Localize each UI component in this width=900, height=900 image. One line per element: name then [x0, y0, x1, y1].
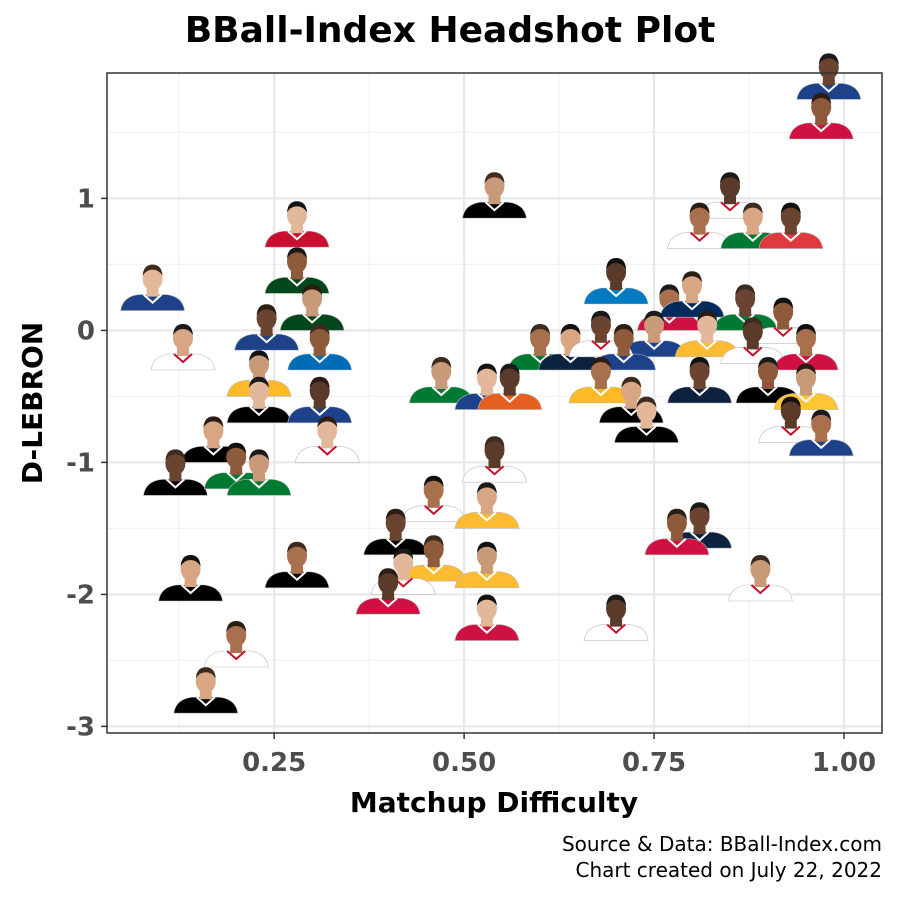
data-point-headshot — [226, 449, 292, 496]
data-point-headshot — [120, 264, 185, 311]
data-point-headshot — [644, 508, 710, 556]
data-point-headshot — [401, 475, 467, 523]
data-point-headshot — [264, 541, 330, 589]
data-point-headshot — [203, 621, 269, 668]
x-tick-label: 0.25 — [242, 748, 306, 778]
data-point-headshot — [454, 594, 520, 641]
data-point-headshot — [173, 667, 239, 714]
data-point-headshot — [158, 555, 223, 602]
data-point-headshot — [234, 304, 299, 351]
data-point-headshot — [454, 541, 520, 589]
data-point-headshot — [583, 594, 649, 641]
data-point-headshot — [408, 357, 474, 404]
data-point-headshot — [667, 357, 732, 404]
x-tick-label: 0.50 — [432, 748, 496, 778]
data-point-headshot — [355, 568, 421, 615]
x-axis-title: Matchup Difficulty — [350, 786, 638, 819]
data-point-headshot — [150, 324, 216, 371]
chart-title: BBall-Index Headshot Plot — [184, 10, 716, 51]
data-point-headshot — [363, 508, 429, 556]
data-point-headshot — [728, 555, 793, 602]
points-layer — [120, 53, 862, 714]
data-point-headshot — [462, 172, 527, 219]
data-point-headshot — [287, 324, 353, 371]
x-tick-label: 1.00 — [812, 748, 876, 778]
y-tick-label: -2 — [66, 580, 95, 610]
data-point-headshot — [614, 396, 679, 443]
data-point-headshot — [462, 436, 527, 483]
data-point-headshot — [264, 201, 330, 248]
data-point-headshot — [143, 449, 208, 496]
data-point-headshot — [226, 376, 292, 424]
data-point-headshot — [583, 258, 649, 305]
data-point-headshot — [674, 310, 740, 358]
data-point-headshot — [568, 357, 634, 404]
data-point-headshot — [287, 376, 353, 424]
data-point-headshot — [788, 93, 854, 140]
y-tick-label: 1 — [77, 184, 95, 214]
data-point-headshot — [621, 310, 687, 358]
data-point-headshot — [454, 482, 520, 529]
y-tick-label: -1 — [66, 448, 95, 478]
x-axis: 0.25 0.50 0.75 1.00 — [242, 733, 876, 778]
data-point-headshot — [659, 271, 725, 318]
y-axis-title: D-LEBRON — [16, 322, 49, 485]
y-axis: -3 -2 -1 0 1 — [66, 184, 107, 742]
data-point-headshot — [667, 202, 732, 249]
plot-border — [106, 72, 883, 734]
data-point-headshot — [279, 284, 345, 331]
data-point-headshot — [294, 416, 360, 463]
caption-source: Source & Data: BBall-Index.com — [561, 832, 882, 856]
caption-date: Chart created on July 22, 2022 — [575, 858, 882, 882]
data-point-headshot — [788, 409, 854, 457]
data-point-headshot — [477, 363, 543, 410]
y-tick-label: 0 — [77, 316, 95, 346]
y-tick-label: -3 — [66, 712, 95, 742]
data-point-headshot — [758, 202, 824, 249]
data-point-headshot — [773, 324, 839, 371]
x-tick-label: 0.75 — [622, 748, 686, 778]
